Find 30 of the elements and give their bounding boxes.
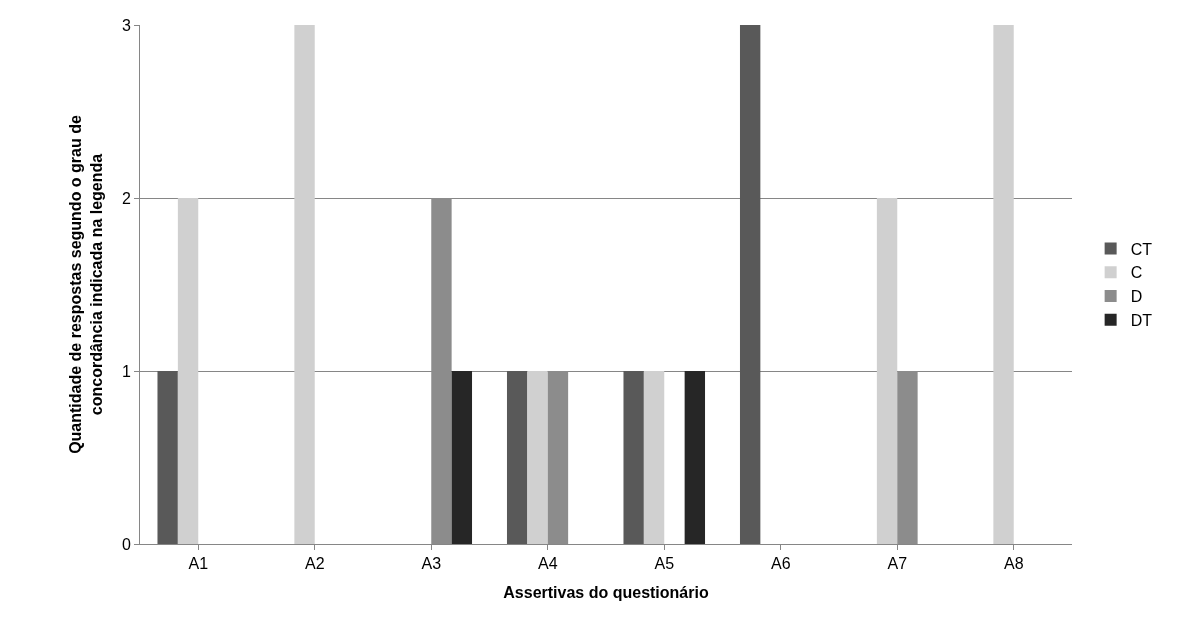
bar [527, 371, 548, 544]
y-tick-label: 2 [121, 189, 131, 207]
bar [643, 371, 665, 544]
x-tick-label: A1 [188, 555, 209, 573]
bar [506, 371, 528, 544]
bar [993, 25, 1014, 544]
y-axis-title: Quantidade de respostas segundo o grau de concordância indicada na legenda [66, 115, 105, 454]
x-tick-label: A3 [421, 555, 442, 573]
bar [623, 371, 644, 544]
x-tick-label: A7 [887, 555, 908, 573]
legend-label: DT [1130, 312, 1153, 330]
x-axis-title: Assertivas do questionário [503, 583, 709, 601]
legend-label: CT [1130, 240, 1153, 258]
bar [157, 371, 178, 544]
y-tick-label: 1 [121, 362, 131, 380]
y-tick-label: 3 [121, 16, 131, 34]
x-tick-label: A6 [770, 555, 791, 573]
bar [177, 198, 199, 544]
x-tick-label: A2 [304, 555, 325, 573]
x-tick-label: A5 [654, 555, 675, 573]
bar [739, 25, 761, 544]
y-tick-label: 0 [121, 535, 131, 553]
bar [451, 371, 473, 544]
bar [684, 371, 706, 544]
x-tick-label: A8 [1003, 555, 1024, 573]
bar [294, 25, 315, 544]
bar [876, 198, 898, 544]
x-tick-label: A4 [537, 555, 558, 573]
legend-label: D [1130, 288, 1143, 306]
legend-label: C [1130, 264, 1143, 282]
